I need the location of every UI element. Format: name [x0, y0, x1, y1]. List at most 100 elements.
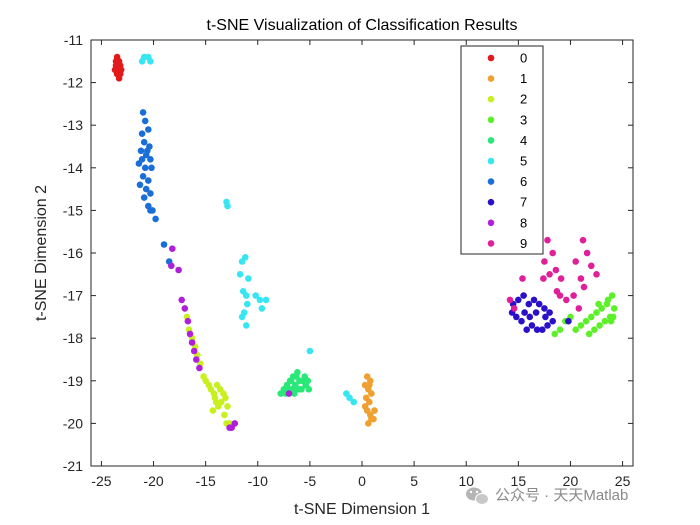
data-point: [535, 300, 543, 308]
data-point: [583, 249, 591, 257]
data-point: [368, 415, 375, 423]
legend-marker: [487, 54, 495, 62]
data-point: [371, 407, 378, 414]
series-7: [508, 292, 572, 334]
data-point: [145, 177, 152, 184]
data-point: [147, 190, 154, 197]
data-point: [231, 420, 239, 427]
legend-marker: [487, 240, 495, 247]
data-point: [211, 394, 219, 402]
data-point: [181, 305, 189, 312]
data-point: [519, 275, 526, 282]
data-point: [607, 317, 615, 325]
data-point: [243, 292, 250, 299]
series-8: [168, 245, 293, 432]
x-tick-label: -5: [304, 473, 317, 489]
x-tick-label: 10: [458, 473, 474, 489]
y-axis-title: t-SNE Dimension 2: [33, 185, 50, 321]
chart-title: t-SNE Visualization of Classification Re…: [207, 17, 518, 34]
data-point: [148, 164, 155, 172]
data-point: [593, 271, 600, 278]
data-point: [544, 236, 551, 244]
data-points: [111, 53, 618, 432]
legend-marker: [487, 178, 495, 185]
data-point: [116, 70, 124, 78]
legend-marker: [487, 75, 495, 82]
x-tick-label: 0: [358, 473, 366, 489]
data-point: [532, 309, 540, 316]
legend-marker: [487, 198, 495, 206]
data-point: [304, 377, 312, 385]
data-point: [533, 326, 541, 334]
data-point: [262, 296, 270, 304]
data-point: [570, 292, 577, 299]
data-point: [256, 296, 264, 304]
data-point: [160, 241, 168, 248]
data-point: [549, 317, 556, 325]
series-4: [277, 369, 313, 397]
data-point: [140, 194, 148, 201]
data-point: [139, 173, 147, 180]
data-point: [542, 313, 549, 321]
data-point: [539, 326, 546, 334]
data-point: [285, 390, 293, 397]
data-point: [178, 296, 185, 304]
data-point: [526, 313, 534, 321]
data-point: [147, 58, 154, 65]
legend-label: 3: [520, 112, 527, 127]
data-point: [582, 317, 590, 325]
data-point: [608, 292, 616, 299]
series-6: [135, 109, 173, 265]
x-tick-label: 15: [511, 473, 527, 489]
x-tick-label: 20: [563, 473, 579, 489]
data-point: [572, 258, 579, 265]
series-0: [111, 53, 125, 82]
x-tick-label: -15: [196, 473, 216, 489]
data-point: [142, 185, 150, 193]
data-point: [515, 296, 522, 304]
data-point: [591, 326, 598, 334]
data-point: [139, 109, 147, 116]
data-point: [141, 164, 149, 172]
data-point: [141, 117, 149, 125]
data-point: [541, 305, 548, 312]
legend-marker: [487, 95, 495, 103]
data-point: [528, 322, 536, 329]
data-point: [520, 292, 527, 299]
data-point: [252, 292, 259, 299]
legend-label: 6: [520, 174, 527, 189]
data-point: [588, 262, 595, 270]
data-point: [306, 347, 314, 355]
legend-label: 7: [520, 195, 527, 210]
data-point: [601, 317, 609, 325]
data-point: [224, 403, 231, 410]
y-tick-label: -15: [63, 202, 83, 218]
data-point: [556, 292, 564, 299]
watermark: 公众号 · 天天Matlab: [466, 487, 628, 505]
data-point: [184, 317, 192, 325]
data-point: [549, 249, 556, 257]
data-point: [563, 296, 570, 304]
data-point: [245, 275, 252, 282]
legend-marker: [487, 157, 495, 165]
data-point: [577, 322, 585, 329]
legend-label: 1: [520, 71, 527, 86]
legend-label: 2: [520, 92, 527, 107]
data-point: [140, 138, 148, 146]
data-point: [557, 275, 565, 282]
data-point: [368, 390, 375, 397]
data-point: [540, 275, 547, 282]
data-point: [610, 305, 618, 312]
legend-box: [460, 45, 544, 255]
data-point: [243, 322, 250, 329]
data-point: [114, 62, 122, 69]
data-point: [546, 271, 553, 278]
y-tick-label: -20: [63, 415, 83, 431]
data-point: [218, 398, 225, 406]
x-tick-label: -10: [248, 473, 268, 489]
y-tick-label: -17: [63, 288, 83, 304]
data-point: [144, 147, 151, 155]
legend-label: 5: [520, 154, 527, 169]
data-point: [604, 296, 612, 304]
data-point: [137, 147, 145, 155]
